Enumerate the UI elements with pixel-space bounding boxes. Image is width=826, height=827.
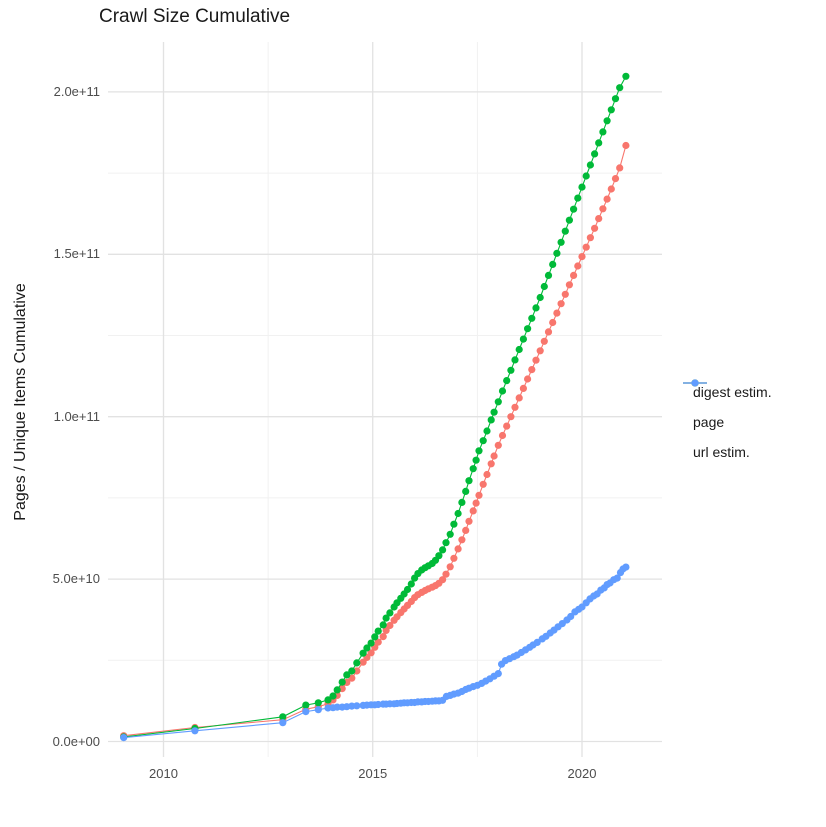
y-tick-label: 0.0e+00 [52,733,100,749]
x-tick-label: 2010 [149,766,178,781]
legend-label: digest estim. [693,384,772,400]
y-tick-label: 2.0e+11 [53,83,100,99]
grid-minor [108,42,662,757]
legend-label: page [693,414,725,430]
y-tick-label: 1.0e+11 [53,408,100,424]
y-tick-label: 5.0e+10 [52,571,100,587]
legend: digest estim. page url estim. [682,377,772,467]
grid-major [108,42,662,757]
panel-background [108,42,662,757]
y-axis-title: Pages / Unique Items Cumulative [12,283,29,521]
legend-item-page: page [682,379,772,437]
chart-title: Crawl Size Cumulative [99,6,291,27]
y-tick-label: 1.5e+11 [53,246,100,262]
series-page [120,72,630,741]
legend-label: url estim. [693,444,750,460]
x-tick-label: 2020 [567,766,597,781]
legend-item-url-estim: url estim. [682,379,772,467]
x-tick-label: 2015 [358,766,388,781]
series-url-estim [120,563,630,742]
legend-key-line-point-icon [683,379,707,387]
